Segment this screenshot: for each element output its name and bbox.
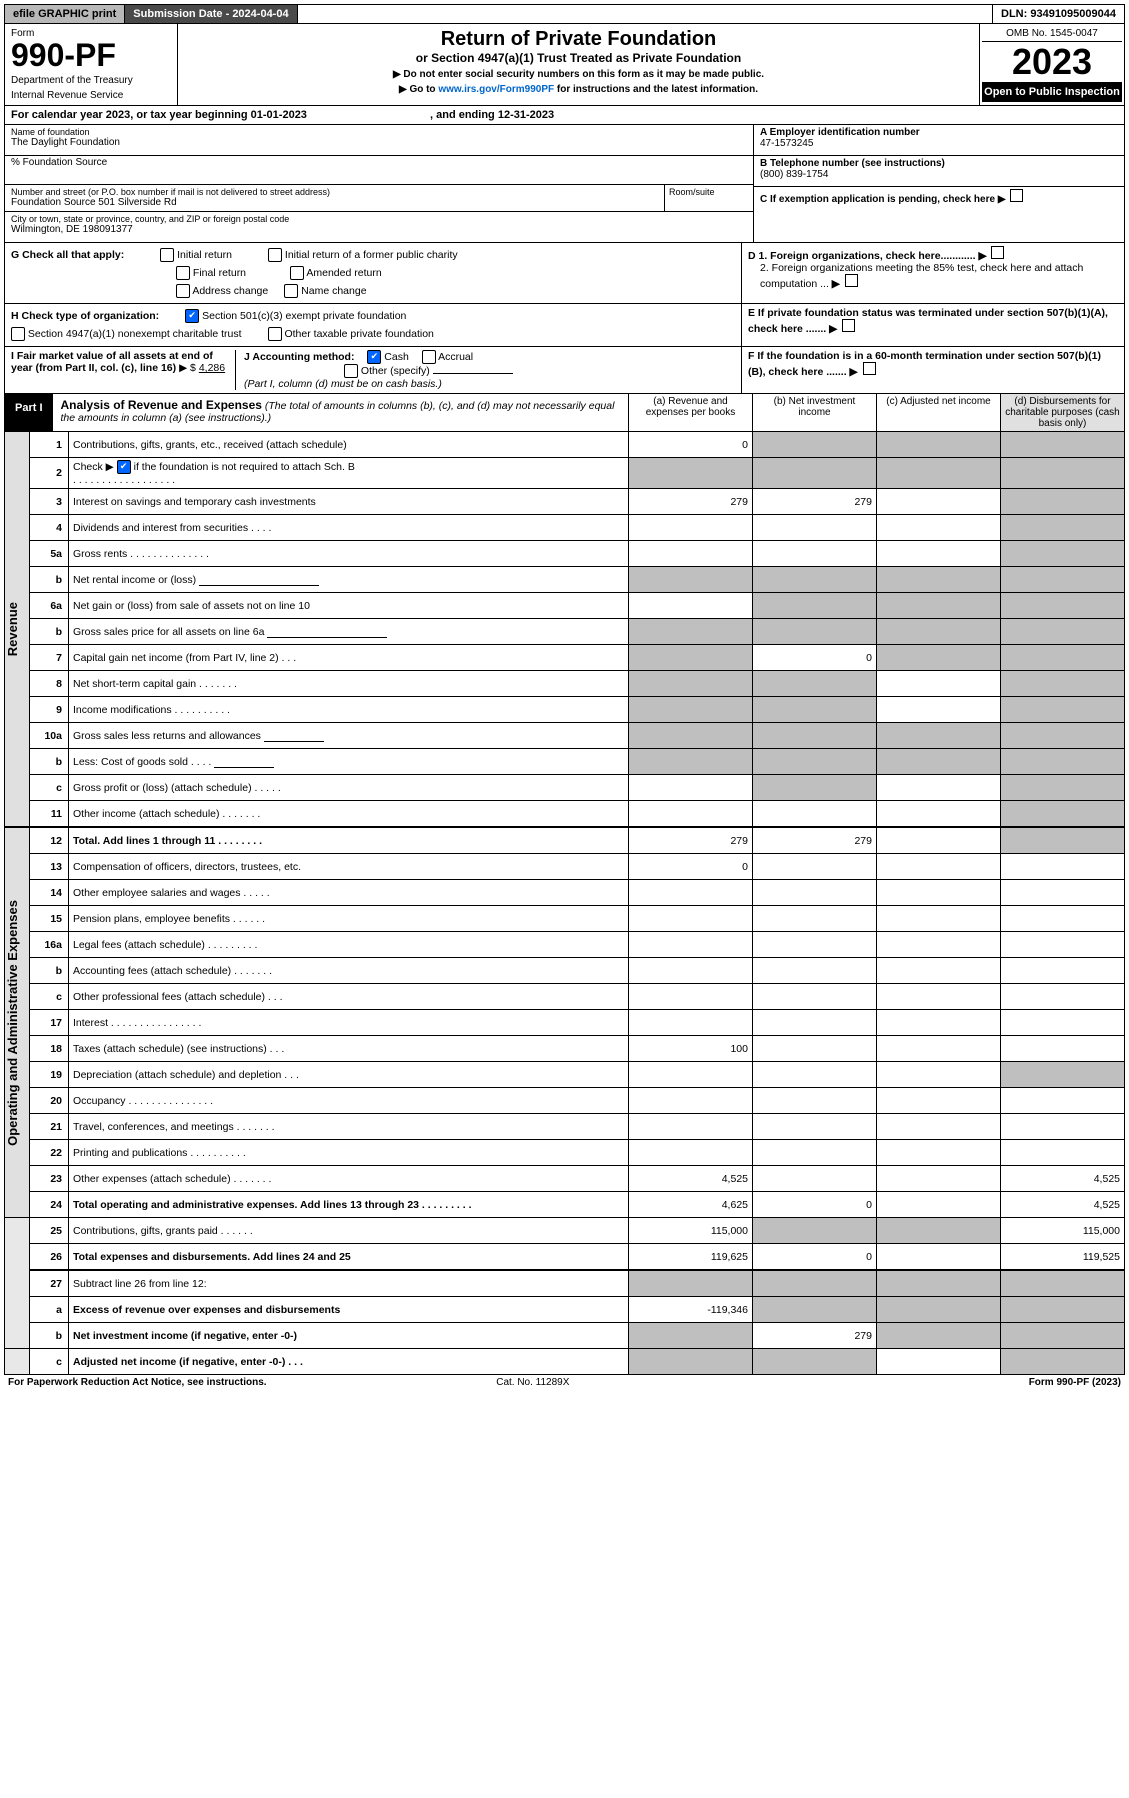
instr-2: ▶ Go to www.irs.gov/Form990PF for instru…: [188, 84, 969, 95]
side-revenue: Revenue: [5, 602, 20, 656]
col-c-hdr: (c) Adjusted net income: [876, 394, 1000, 431]
instr-1: ▶ Do not enter social security numbers o…: [188, 69, 969, 80]
section-g-d: G Check all that apply: Initial return I…: [4, 243, 1125, 304]
g-label: G Check all that apply:: [11, 249, 124, 261]
cb-accrual[interactable]: [422, 350, 436, 364]
cb-amended[interactable]: [290, 266, 304, 280]
j-note: (Part I, column (d) must be on cash basi…: [244, 378, 735, 390]
e-label: E If private foundation status was termi…: [748, 307, 1108, 335]
col-d-hdr: (d) Disbursements for charitable purpose…: [1000, 394, 1124, 431]
city-label: City or town, state or province, country…: [11, 214, 747, 224]
cb-initial-former[interactable]: [268, 248, 282, 262]
cb-name[interactable]: [284, 284, 298, 298]
tax-year: 2023: [982, 42, 1122, 82]
part1-title: Analysis of Revenue and Expenses: [61, 398, 262, 412]
footer-right: Form 990-PF (2023): [1029, 1377, 1121, 1388]
form-number: 990-PF: [11, 39, 171, 71]
section-h-e: H Check type of organization: Section 50…: [4, 304, 1125, 347]
efile-label[interactable]: efile GRAPHIC print: [5, 5, 125, 23]
j-label: J Accounting method:: [244, 351, 354, 363]
f-label: F If the foundation is in a 60-month ter…: [748, 350, 1101, 378]
cb-501c3[interactable]: [185, 309, 199, 323]
cb-address[interactable]: [176, 284, 190, 298]
part1-table: Revenue 1 Contributions, gifts, grants, …: [4, 432, 1125, 1375]
name-label: Name of foundation: [11, 127, 747, 137]
col-a-hdr: (a) Revenue and expenses per books: [628, 394, 752, 431]
side-expenses: Operating and Administrative Expenses: [5, 900, 20, 1146]
open-public: Open to Public Inspection: [982, 82, 1122, 102]
phone-label: B Telephone number (see instructions): [760, 158, 1118, 169]
addr-label: Number and street (or P.O. box number if…: [11, 187, 658, 197]
footer: For Paperwork Reduction Act Notice, see …: [4, 1375, 1125, 1390]
col-b-hdr: (b) Net investment income: [752, 394, 876, 431]
dept-1: Department of the Treasury: [11, 75, 171, 86]
cb-schb[interactable]: [117, 460, 131, 474]
form-header: Form 990-PF Department of the Treasury I…: [4, 24, 1125, 106]
submission-date: Submission Date - 2024-04-04: [125, 5, 297, 23]
checkbox-f[interactable]: [863, 362, 876, 375]
checkbox-c[interactable]: [1010, 189, 1023, 202]
calendar-year-row: For calendar year 2023, or tax year begi…: [4, 106, 1125, 125]
cb-initial[interactable]: [160, 248, 174, 262]
footer-cat: Cat. No. 11289X: [496, 1377, 569, 1388]
ein-value: 47-1573245: [760, 138, 1118, 149]
cb-4947[interactable]: [11, 327, 25, 341]
i-arrow: ▶ $: [179, 362, 196, 374]
phone-value: (800) 839-1754: [760, 169, 1118, 180]
checkbox-e[interactable]: [842, 319, 855, 332]
cb-final[interactable]: [176, 266, 190, 280]
dln: DLN: 93491095009044: [992, 5, 1124, 23]
dept-2: Internal Revenue Service: [11, 90, 171, 101]
section-i-j-f: I Fair market value of all assets at end…: [4, 347, 1125, 394]
foundation-name: The Daylight Foundation: [11, 137, 747, 148]
cb-other-method[interactable]: [344, 364, 358, 378]
footer-left: For Paperwork Reduction Act Notice, see …: [8, 1377, 267, 1388]
i-value: 4,286: [199, 362, 225, 374]
sec-c: C If exemption application is pending, c…: [760, 194, 995, 205]
omb-number: OMB No. 1545-0047: [982, 26, 1122, 42]
form-subtitle: or Section 4947(a)(1) Trust Treated as P…: [188, 51, 969, 65]
checkbox-d1[interactable]: [991, 246, 1004, 259]
ein-label: A Employer identification number: [760, 127, 1118, 138]
pct-source: % Foundation Source: [11, 157, 747, 168]
cb-cash[interactable]: [367, 350, 381, 364]
topbar: efile GRAPHIC print Submission Date - 20…: [4, 4, 1125, 24]
info-block: Name of foundation The Daylight Foundati…: [4, 125, 1125, 243]
part1-header: Part I Analysis of Revenue and Expenses …: [4, 394, 1125, 432]
checkbox-d2[interactable]: [845, 274, 858, 287]
city-zip: Wilmington, DE 198091377: [11, 224, 747, 235]
h-label: H Check type of organization:: [11, 310, 159, 322]
d2-label: 2. Foreign organizations meeting the 85%…: [760, 262, 1083, 290]
room-suite: Room/suite: [664, 185, 753, 211]
address: Foundation Source 501 Silverside Rd: [11, 197, 658, 208]
form-link[interactable]: www.irs.gov/Form990PF: [438, 84, 554, 95]
d1-label: D 1. Foreign organizations, check here..…: [748, 250, 976, 262]
form-title: Return of Private Foundation: [188, 28, 969, 51]
cb-other-tax[interactable]: [268, 327, 282, 341]
part1-label: Part I: [5, 394, 53, 431]
